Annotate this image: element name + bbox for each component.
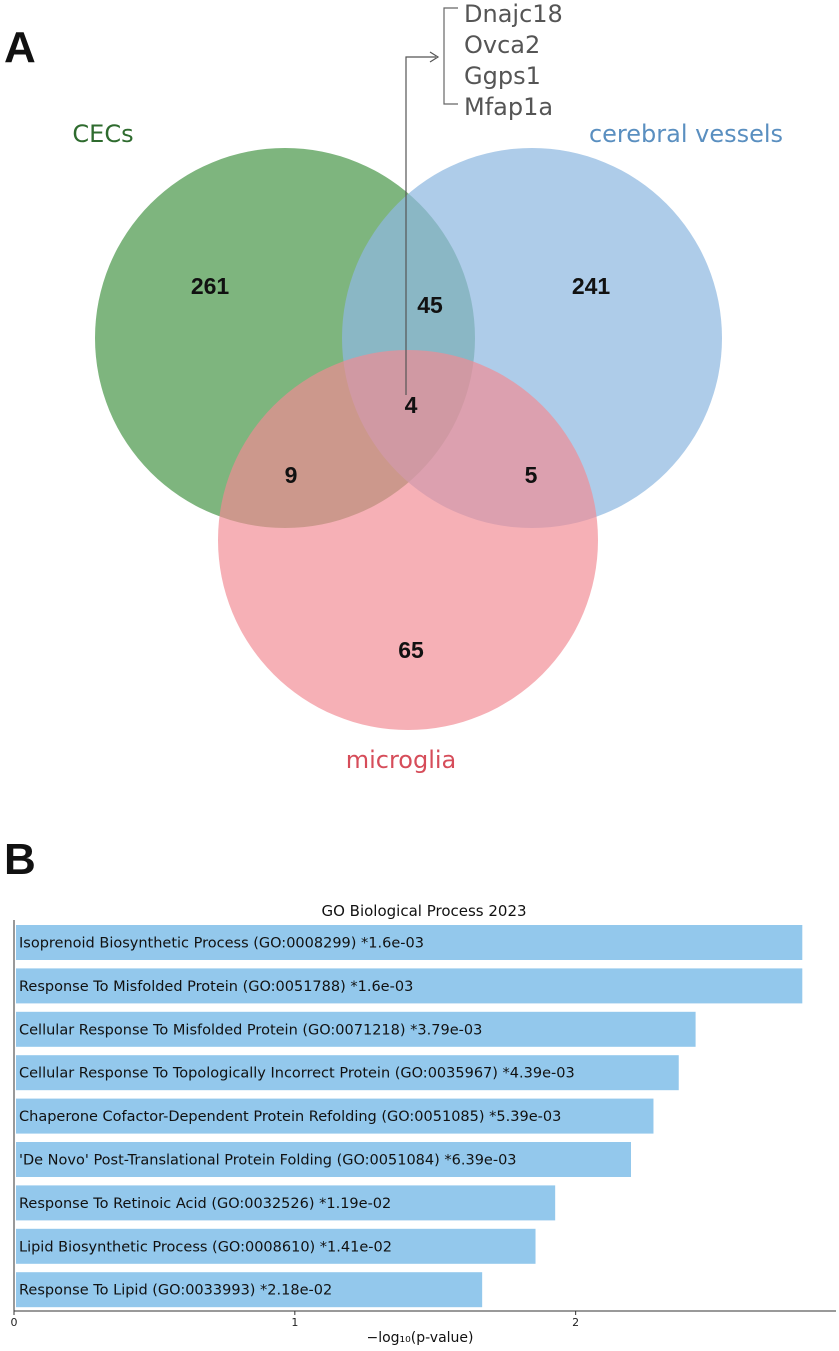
count-cecs-vessels: 45	[417, 292, 443, 318]
bar-label-4: Chaperone Cofactor-Dependent Protein Ref…	[19, 1109, 561, 1125]
venn-diagram: CECs cerebral vessels microglia 261 241 …	[72, 0, 783, 774]
gene-ovca2: Ovca2	[464, 31, 540, 59]
bar-label-2: Cellular Response To Misfolded Protein (…	[19, 1022, 482, 1038]
count-all-three: 4	[405, 392, 418, 418]
bar-0	[16, 925, 803, 960]
bar-3	[16, 1055, 679, 1091]
set-label-cerebral-vessels: cerebral vessels	[589, 120, 783, 148]
gene-ggps1: Ggps1	[464, 62, 541, 90]
count-cecs-only: 261	[191, 273, 230, 299]
gene-dnajc18: Dnajc18	[464, 0, 563, 28]
bar-7	[16, 1228, 536, 1264]
bar-label-5: 'De Novo' Post-Translational Protein Fol…	[19, 1153, 517, 1169]
bar-2	[16, 1011, 696, 1047]
count-cecs-microglia: 9	[285, 462, 298, 488]
venn-circle-microglia	[218, 350, 598, 730]
bar-label-8: Response To Lipid (GO:0033993) *2.18e-02	[19, 1283, 332, 1299]
x-tick-label-2: 2	[572, 1316, 579, 1329]
bar-chart: Isoprenoid Biosynthetic Process (GO:0008…	[16, 925, 803, 1308]
bar-chart-axes	[13, 920, 836, 1312]
gene-list-bracket	[443, 7, 458, 105]
bar-label-3: Cellular Response To Topologically Incor…	[19, 1066, 575, 1082]
x-ticks: 0 1 2	[11, 1311, 579, 1329]
bar-8	[16, 1272, 483, 1308]
count-microglia-only: 65	[398, 637, 424, 663]
bar-label-0: Isoprenoid Biosynthetic Process (GO:0008…	[19, 936, 424, 952]
bar-5	[16, 1142, 631, 1177]
bar-chart-title: GO Biological Process 2023	[321, 902, 526, 920]
bar-6	[16, 1185, 556, 1221]
bar-label-6: Response To Retinoic Acid (GO:0032526) *…	[19, 1196, 391, 1212]
gene-mfap1a: Mfap1a	[464, 93, 553, 121]
callout-arrowhead	[429, 51, 440, 63]
bar-label-1: Response To Misfolded Protein (GO:005178…	[19, 979, 413, 995]
panel-a-label: A	[4, 23, 36, 72]
bar-1	[16, 968, 803, 1004]
count-vessels-only: 241	[572, 273, 611, 299]
set-label-microglia: microglia	[346, 746, 457, 774]
x-tick-label-1: 1	[291, 1316, 298, 1329]
x-axis-title: −log₁₀(p-value)	[366, 1330, 473, 1346]
bar-label-7: Lipid Biosynthetic Process (GO:0008610) …	[19, 1239, 392, 1255]
bar-4	[16, 1098, 654, 1134]
count-vessels-microglia: 5	[525, 462, 538, 488]
panel-b-label: B	[4, 835, 36, 884]
callout-line	[405, 56, 436, 395]
x-tick-label-0: 0	[11, 1316, 18, 1329]
set-label-cecs: CECs	[72, 120, 133, 148]
